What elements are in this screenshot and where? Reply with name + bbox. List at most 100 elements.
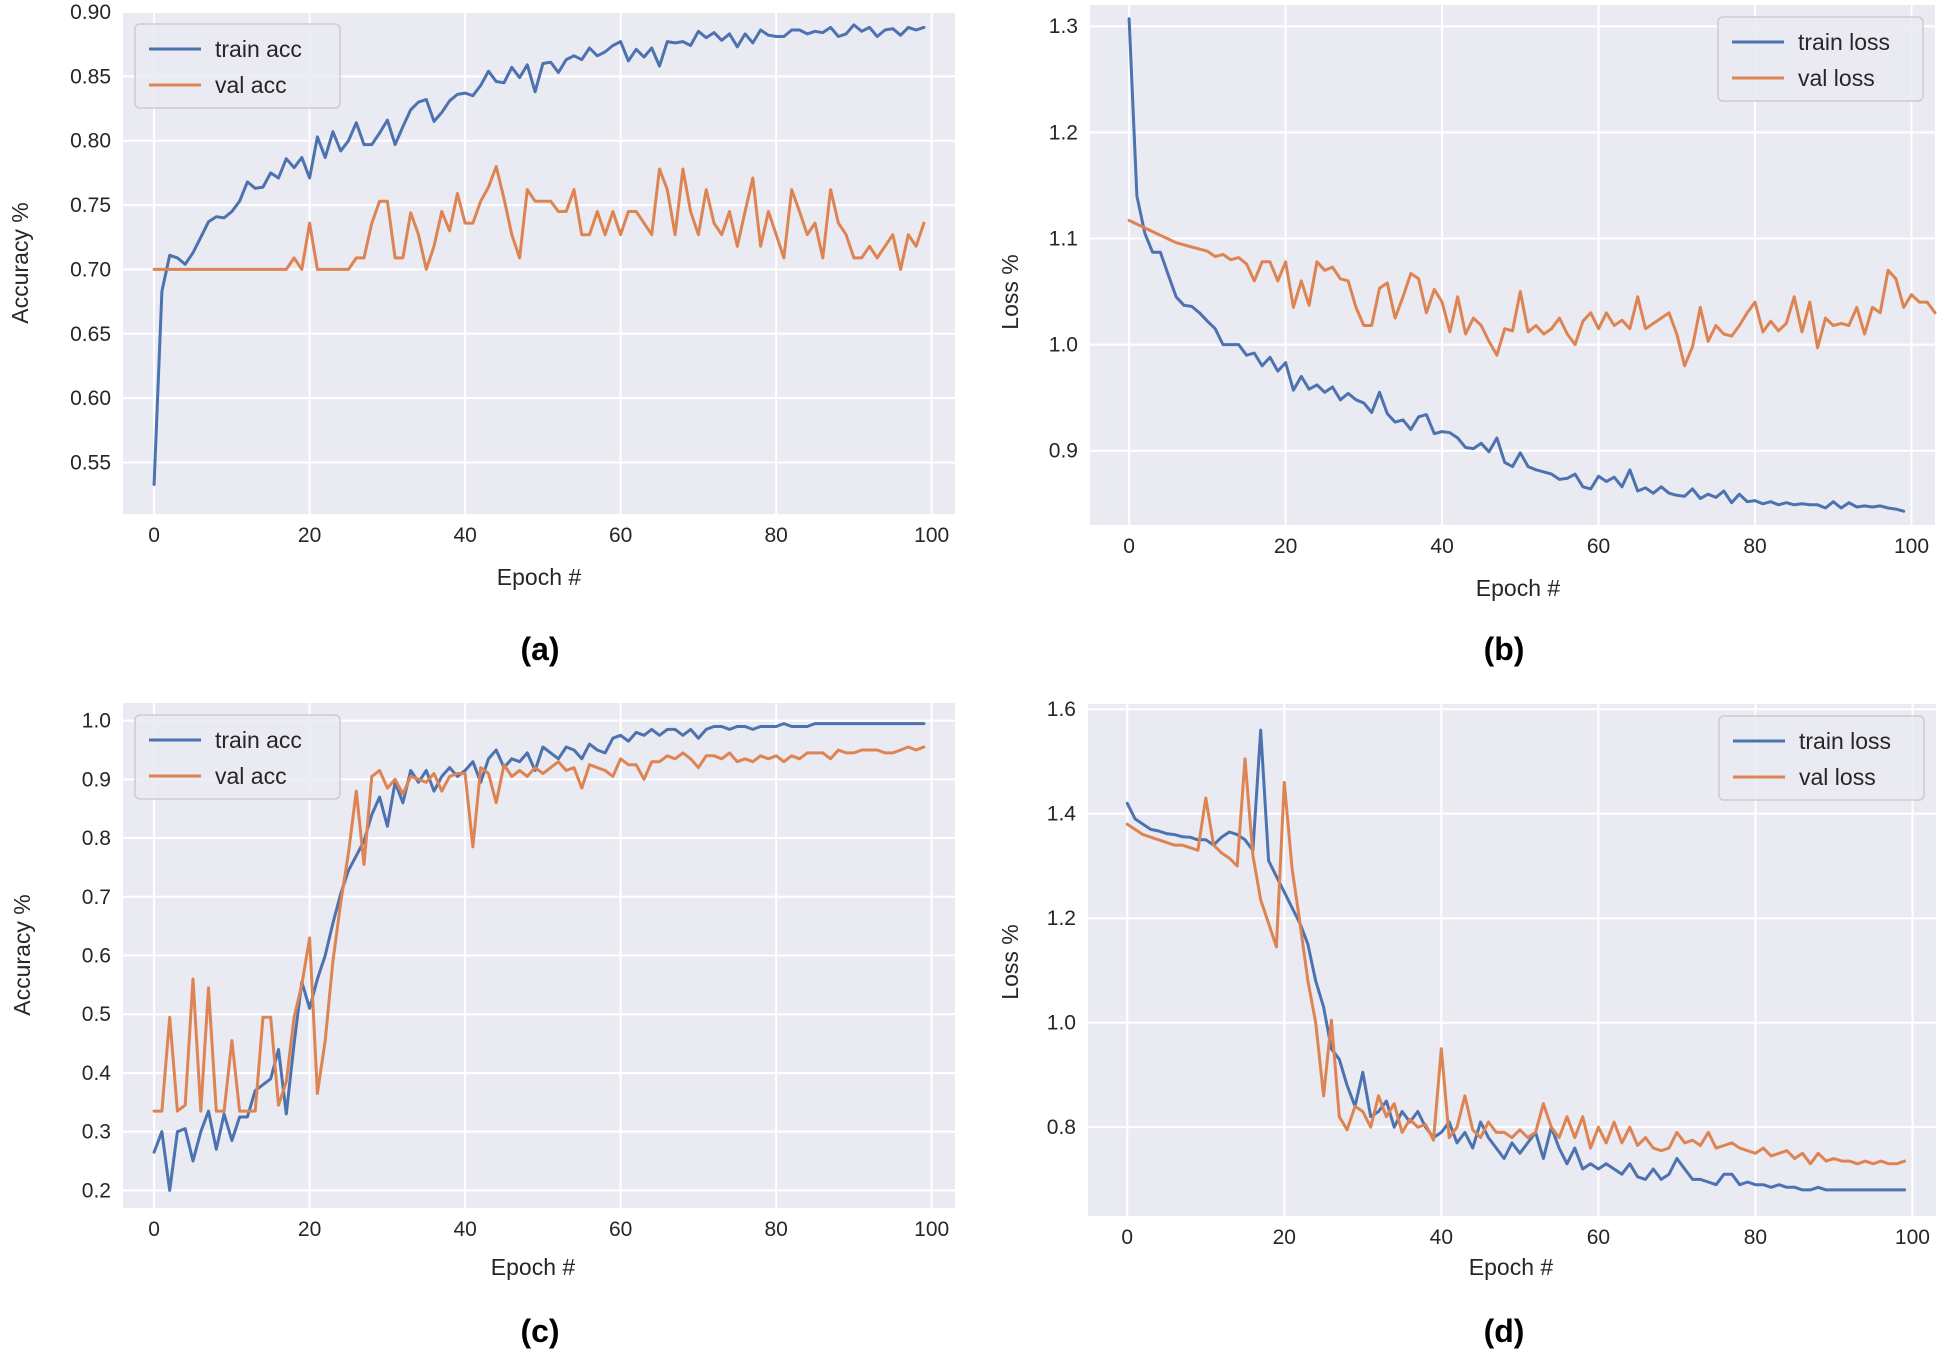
- series-lines-c: [152, 722, 926, 1192]
- legend-a: train acc val acc: [134, 23, 341, 109]
- x-tick-label-d-5: 100: [1895, 1226, 1930, 1249]
- y-tick-label-a-5: 0.80: [70, 130, 111, 153]
- legend-box-c: [134, 714, 341, 800]
- x-tick-label-a-1: 20: [298, 524, 321, 547]
- tick-labels-a: 0 20 40 60 80 100 0.55 0.60 0.65 0.70 0.75 0.80 0.85…: [70, 1, 949, 547]
- chart-panel-d: 0 20 40 60 80 100 0.8 1.0 1.2 1.4 1.6 Epoch # Loss…: [997, 698, 1936, 1349]
- series-train-line-d: [1125, 728, 1907, 1192]
- x-tick-label-b-0: 0: [1123, 535, 1135, 558]
- legend-label-val-d: val loss: [1799, 764, 1876, 790]
- y-tick-label-b-1: 1.0: [1049, 334, 1078, 357]
- y-axis-label-d: Loss %: [997, 924, 1023, 999]
- y-tick-label-a-6: 0.85: [70, 65, 111, 88]
- chart-panel-c: 0 20 40 60 80 1000.20.30.40.50.60.70.80.91.0 …: [9, 703, 955, 1349]
- y-axis-label-c: Accuracy %: [9, 894, 35, 1015]
- y-tick-label-d-2: 1.2: [1047, 907, 1076, 930]
- x-tick-label-a-0: 0: [148, 524, 160, 547]
- y-tick-label-b-3: 1.2: [1049, 121, 1078, 144]
- y-tick-label-c-1: 0.3: [82, 1121, 111, 1144]
- caption-c: (c): [520, 1313, 559, 1349]
- x-tick-label-c-4: 80: [764, 1218, 787, 1241]
- series-val-line-c: [152, 745, 926, 1113]
- series-lines-a: [152, 23, 926, 486]
- series-lines-b: [1127, 17, 1937, 513]
- y-tick-label-c-8: 1.0: [82, 710, 111, 733]
- series-val-line-b: [1127, 218, 1937, 368]
- y-axis-label-a: Accuracy %: [7, 202, 33, 323]
- legend-label-train-b: train loss: [1798, 29, 1890, 55]
- legend-label-val-c: val acc: [215, 763, 287, 789]
- y-tick-label-a-0: 0.55: [70, 452, 111, 475]
- x-tick-label-d-1: 20: [1273, 1226, 1296, 1249]
- y-tick-label-c-2: 0.4: [82, 1062, 112, 1085]
- series-lines-d: [1125, 728, 1907, 1192]
- x-tick-label-d-0: 0: [1121, 1226, 1133, 1249]
- legend-b: train loss val loss: [1717, 16, 1924, 102]
- y-tick-label-c-0: 0.2: [82, 1179, 111, 1202]
- y-tick-label-b-0: 0.9: [1049, 440, 1078, 463]
- y-tick-label-a-7: 0.90: [70, 1, 111, 24]
- x-tick-label-a-5: 100: [914, 524, 949, 547]
- x-tick-label-a-4: 80: [764, 524, 787, 547]
- x-tick-label-b-5: 100: [1894, 535, 1929, 558]
- chart-panel-a: 0 20 40 60 80 100 0.55 0.60 0.65 0.70 0.75 0.80 0.85…: [7, 1, 955, 667]
- x-tick-label-c-5: 100: [914, 1218, 949, 1241]
- x-tick-label-d-2: 40: [1430, 1226, 1453, 1249]
- gridlines-a: [123, 11, 955, 514]
- y-tick-label-a-2: 0.65: [70, 323, 111, 346]
- y-tick-label-d-0: 0.8: [1047, 1116, 1076, 1139]
- legend-box-b: [1717, 16, 1924, 102]
- caption-b: (b): [1484, 631, 1525, 667]
- y-tick-label-a-3: 0.70: [70, 258, 111, 281]
- y-tick-label-d-1: 1.0: [1047, 1012, 1076, 1035]
- legend-label-val-b: val loss: [1798, 65, 1875, 91]
- x-tick-label-c-3: 60: [609, 1218, 632, 1241]
- series-train-line-c: [152, 722, 926, 1192]
- legend-label-val-a: val acc: [215, 72, 287, 98]
- legend-box-d: [1718, 715, 1925, 801]
- tick-labels-b: 0 20 40 60 80 100 0.9 1.0 1.1 1.2 1.3: [1049, 15, 1929, 558]
- y-axis-label-b: Loss %: [997, 254, 1023, 329]
- gridlines-c: [123, 703, 955, 1208]
- series-val-line-a: [152, 165, 926, 271]
- tick-labels-d: 0 20 40 60 80 100 0.8 1.0 1.2 1.4 1.6: [1047, 698, 1930, 1249]
- y-tick-label-c-3: 0.5: [82, 1003, 111, 1026]
- series-train-line-b: [1127, 17, 1906, 513]
- x-tick-label-c-0: 0: [148, 1218, 160, 1241]
- x-tick-label-d-4: 80: [1744, 1226, 1767, 1249]
- legend-c: train acc val acc: [134, 714, 341, 800]
- y-tick-label-c-4: 0.6: [82, 945, 111, 968]
- x-tick-label-a-2: 40: [453, 524, 476, 547]
- y-tick-label-d-4: 1.6: [1047, 698, 1076, 721]
- legend-label-train-a: train acc: [215, 36, 302, 62]
- x-tick-label-b-2: 40: [1430, 535, 1453, 558]
- series-train-line-a: [152, 23, 926, 486]
- tick-labels-c: 0 20 40 60 80 100 0.2 0.3 0.4 0.5 0.6 0.7 0.8 0.9 1.0: [82, 710, 949, 1241]
- legend-box-a: [134, 23, 341, 109]
- x-axis-label-b: Epoch #: [1476, 575, 1561, 601]
- y-tick-label-b-4: 1.3: [1049, 15, 1078, 38]
- x-tick-label-b-4: 80: [1743, 535, 1766, 558]
- x-tick-label-c-2: 40: [453, 1218, 476, 1241]
- caption-a: (a): [520, 631, 559, 667]
- legend-label-train-c: train acc: [215, 727, 302, 753]
- y-tick-label-a-4: 0.75: [70, 194, 111, 217]
- legend-label-train-d: train loss: [1799, 728, 1891, 754]
- y-tick-label-c-5: 0.7: [82, 886, 111, 909]
- chart-panel-b: 0 20 40 60 80 100 0.9 1.0 1.1 1.2 1.3 Epoch # Loss…: [997, 5, 1937, 667]
- y-tick-label-a-1: 0.60: [70, 387, 111, 410]
- x-tick-label-c-1: 20: [298, 1218, 321, 1241]
- legend-d: train loss val loss: [1718, 715, 1925, 801]
- x-axis-label-a: Epoch #: [497, 564, 582, 590]
- x-tick-label-d-3: 60: [1587, 1226, 1610, 1249]
- x-axis-label-c: Epoch #: [491, 1254, 576, 1280]
- caption-d: (d): [1484, 1313, 1525, 1349]
- x-tick-label-a-3: 60: [609, 524, 632, 547]
- y-tick-label-b-2: 1.1: [1049, 227, 1078, 250]
- y-tick-label-d-3: 1.4: [1047, 803, 1077, 826]
- x-tick-label-b-1: 20: [1274, 535, 1297, 558]
- series-val-line-d: [1125, 757, 1907, 1166]
- y-tick-label-c-7: 0.9: [82, 768, 111, 791]
- y-tick-label-c-6: 0.8: [82, 827, 111, 850]
